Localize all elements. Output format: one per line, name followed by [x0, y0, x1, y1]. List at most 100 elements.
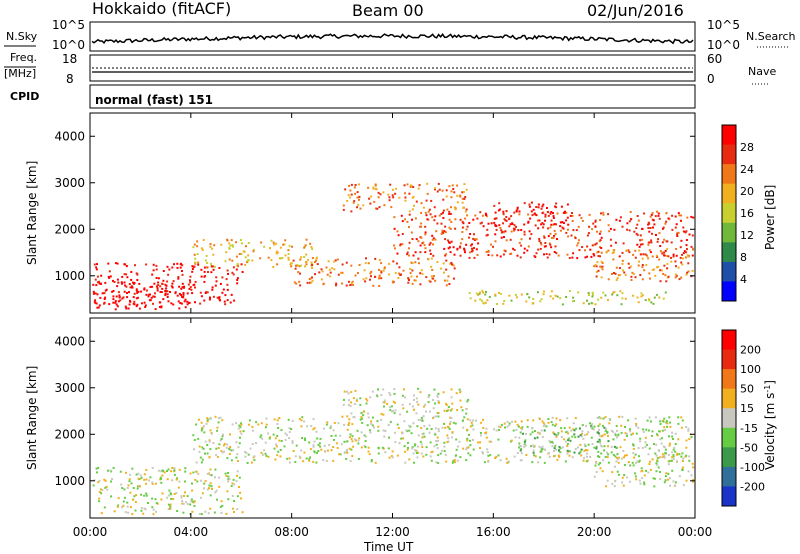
heatmap-cell	[620, 424, 623, 427]
heatmap-cell	[206, 452, 209, 455]
heatmap-cell	[566, 417, 569, 420]
heatmap-cell	[180, 287, 183, 290]
heatmap-cell	[207, 472, 210, 475]
heatmap-cell	[320, 268, 323, 271]
heatmap-cell	[510, 215, 513, 218]
heatmap-cell	[677, 438, 680, 441]
heatmap-cell	[259, 436, 262, 439]
heatmap-cell	[598, 240, 601, 243]
heatmap-cell	[431, 238, 434, 241]
heatmap-cell	[508, 422, 511, 425]
heatmap-cell	[186, 495, 189, 498]
heatmap-cell	[108, 276, 111, 279]
heatmap-cell	[408, 247, 410, 250]
heatmap-cell	[351, 455, 354, 457]
heatmap-cell	[661, 251, 664, 254]
heatmap-cell	[591, 228, 594, 231]
heatmap-cell	[591, 295, 594, 298]
heatmap-cell	[547, 418, 550, 420]
heatmap-cell	[176, 510, 179, 512]
heatmap-cell	[615, 425, 618, 427]
heatmap-cell	[661, 227, 664, 230]
heatmap-cell	[447, 275, 450, 278]
heatmap-cell	[472, 428, 475, 431]
heatmap-cell	[152, 302, 154, 305]
heatmap-cell	[537, 203, 540, 206]
heatmap-cell	[479, 298, 482, 301]
heatmap-cell	[202, 239, 205, 241]
heatmap-cell	[391, 456, 394, 459]
heatmap-cell	[628, 480, 631, 483]
heatmap-cell	[239, 491, 242, 494]
heatmap-cell	[553, 251, 556, 253]
heatmap-cell	[650, 213, 653, 216]
heatmap-cell	[244, 256, 247, 259]
heatmap-cell	[570, 429, 573, 432]
heatmap-cell	[377, 196, 380, 199]
heatmap-cell	[613, 228, 616, 231]
heatmap-cell	[434, 215, 437, 218]
heatmap-cell	[554, 294, 557, 297]
heatmap-cell	[504, 219, 507, 222]
heatmap-cell	[649, 277, 651, 280]
heatmap-cell	[395, 187, 398, 190]
heatmap-cell	[641, 227, 644, 230]
heatmap-cell	[434, 238, 437, 241]
heatmap-cell	[323, 427, 325, 430]
heatmap-cell	[300, 449, 303, 452]
heatmap-cell	[200, 268, 203, 271]
heatmap-cell	[356, 196, 359, 199]
heatmap-cell	[194, 478, 197, 481]
heatmap-cell	[205, 422, 208, 425]
heatmap-cell	[437, 415, 440, 418]
heatmap-cell	[180, 294, 183, 297]
heatmap-cell	[304, 439, 306, 441]
heatmap-cell	[311, 276, 313, 279]
heatmap-cell	[437, 400, 440, 402]
heatmap-cell	[653, 485, 656, 488]
heatmap-cell	[472, 438, 474, 441]
heatmap-cell	[389, 183, 392, 186]
heatmap-cell	[98, 491, 101, 493]
heatmap-cell	[462, 419, 464, 422]
heatmap-cell	[687, 429, 690, 432]
heatmap-cell	[508, 225, 511, 228]
heatmap-cell	[244, 455, 247, 458]
heatmap-cell	[504, 426, 506, 429]
heatmap-cell	[373, 200, 376, 203]
heatmap-cell	[612, 251, 615, 254]
heatmap-cell	[590, 425, 593, 428]
heatmap-cell	[670, 260, 673, 263]
heatmap-cell	[251, 425, 254, 428]
heatmap-cell	[463, 247, 466, 250]
heatmap-cell	[577, 242, 580, 245]
colorbar-tick-label: 4	[740, 273, 747, 286]
heatmap-cell	[560, 205, 563, 208]
heatmap-cell	[362, 410, 365, 413]
heatmap-cell	[160, 477, 163, 480]
heatmap-cell	[194, 280, 197, 283]
heatmap-cell	[225, 251, 228, 254]
heatmap-cell	[333, 268, 336, 271]
heatmap-cell	[516, 254, 519, 257]
heatmap-cell	[621, 292, 624, 295]
heatmap-cell	[558, 455, 561, 458]
heatmap-cell	[194, 301, 196, 304]
heatmap-cell	[200, 421, 203, 424]
heatmap-cell	[392, 260, 395, 263]
heatmap-cell	[493, 428, 495, 431]
heatmap-cell	[550, 421, 553, 424]
heatmap-cell	[677, 231, 680, 234]
heatmap-cell	[149, 286, 152, 288]
heatmap-cell	[554, 232, 557, 235]
heatmap-cell	[440, 233, 443, 235]
heatmap-cell	[498, 224, 501, 227]
heatmap-cell	[520, 427, 523, 430]
heatmap-cell	[455, 392, 458, 395]
heatmap-cell	[255, 421, 258, 424]
heatmap-cell	[527, 213, 530, 216]
heatmap-cell	[391, 194, 394, 197]
heatmap-cell	[443, 230, 446, 233]
colorbar-tick-label: -50	[740, 441, 758, 454]
heatmap-cell	[600, 212, 602, 215]
